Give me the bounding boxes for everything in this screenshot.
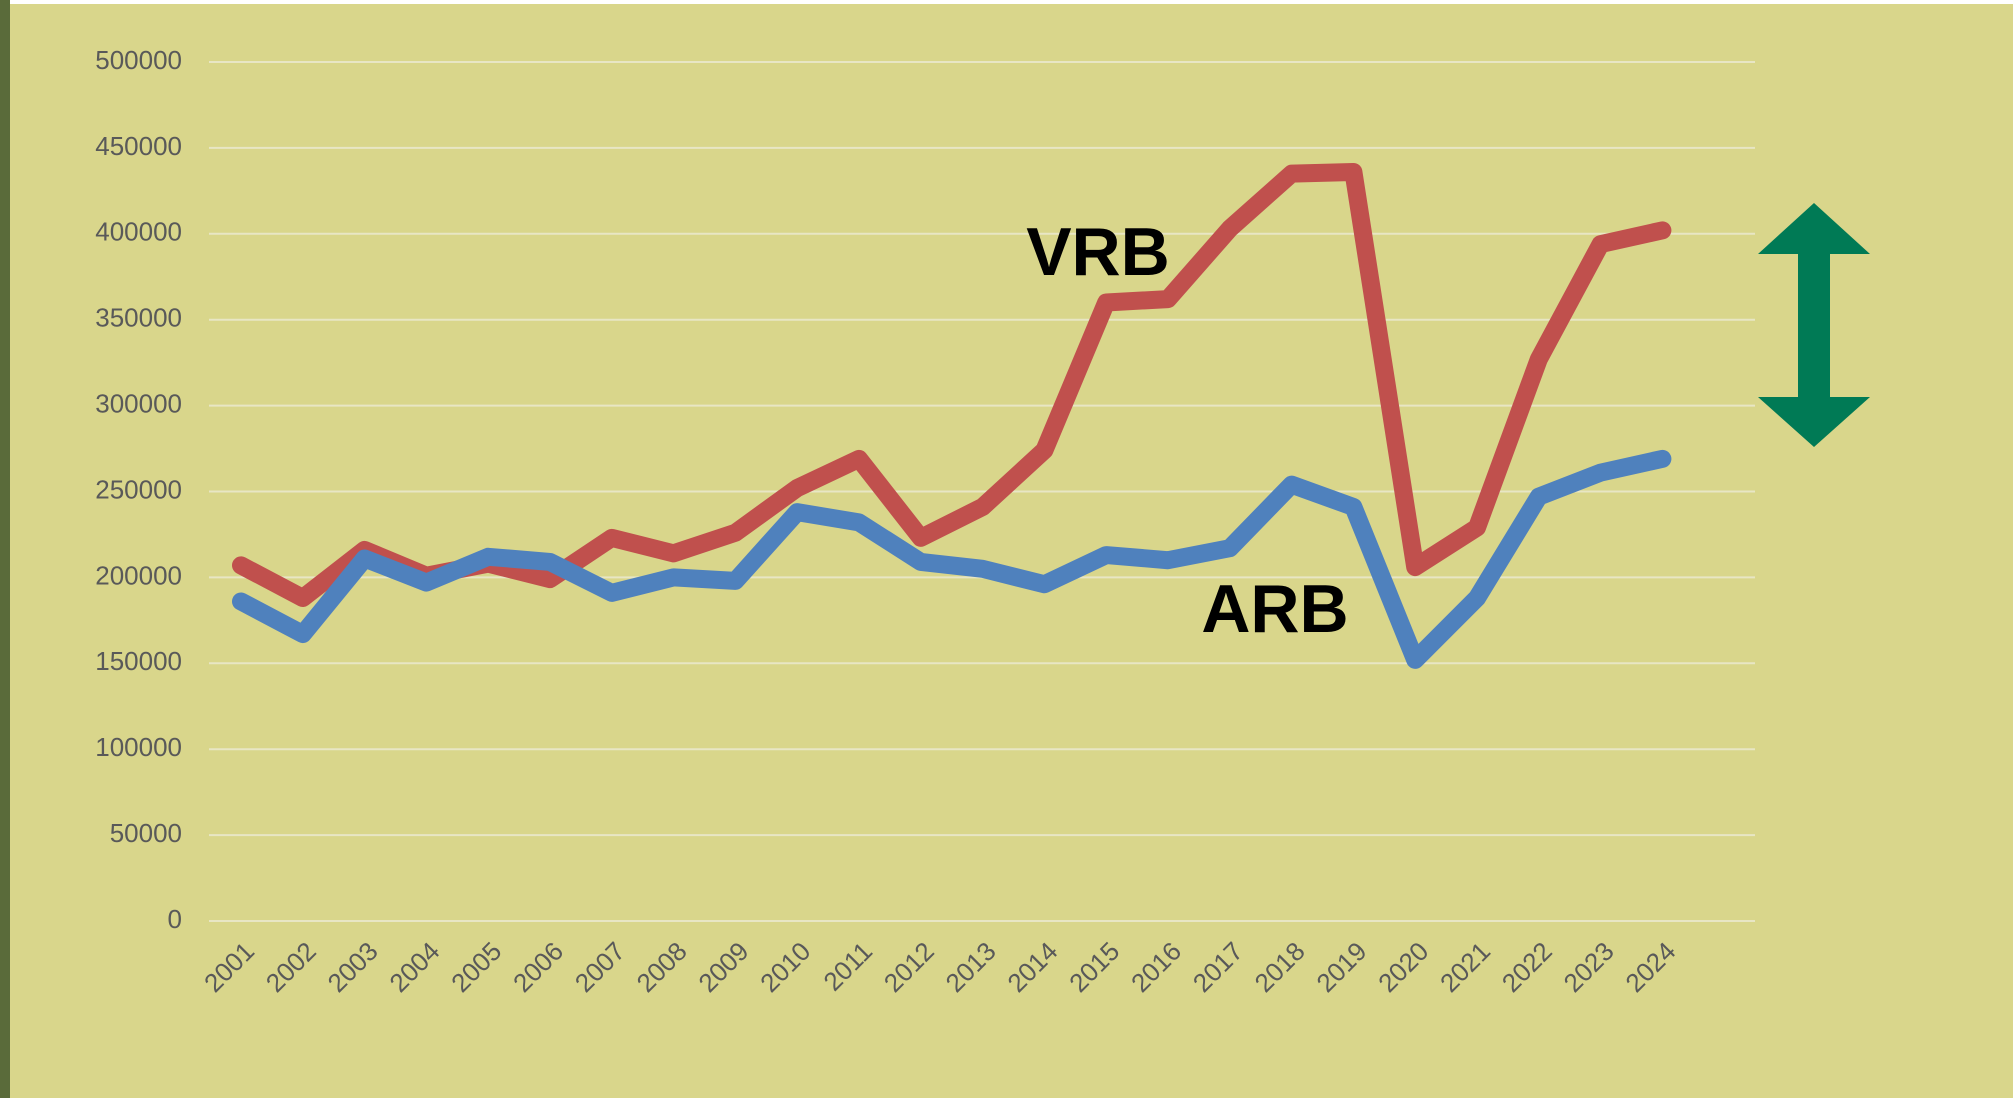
y-tick-label: 200000 [95,560,182,590]
y-tick-label: 250000 [95,474,182,504]
y-tick-label: 150000 [95,646,182,676]
y-tick-label: 0 [168,904,182,934]
series-label: ARB [1201,571,1348,647]
y-tick-label: 450000 [95,131,182,161]
y-tick-label: 400000 [95,217,182,247]
series-line [232,449,1672,669]
y-tick-label: 500000 [95,45,182,75]
y-tick-label: 100000 [95,732,182,762]
series-label: VRB [1026,214,1170,290]
y-tick-label: 300000 [95,388,182,418]
y-tick-label: 50000 [110,818,182,848]
y-tick-label: 350000 [95,303,182,333]
chart-area [10,4,2013,1098]
double-arrow [1758,203,1870,447]
left-edge [0,0,10,1098]
